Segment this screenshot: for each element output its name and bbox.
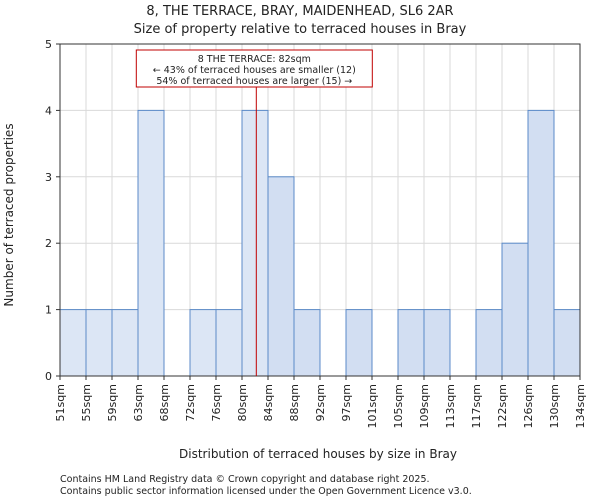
x-tick-label-126sqm: 126sqm [522, 384, 535, 428]
y-tick-label: 1 [45, 304, 52, 317]
x-tick-label-105sqm: 105sqm [392, 384, 405, 428]
bars [59, 109, 581, 377]
chart-title: 8, THE TERRACE, BRAY, MAIDENHEAD, SL6 2A… [146, 4, 453, 19]
footer-line-1: Contains HM Land Registry data © Crown c… [60, 474, 430, 485]
bar-88sqm [293, 309, 321, 377]
x-tick-label-109sqm: 109sqm [418, 384, 431, 428]
x-tick-label-84sqm: 84sqm [262, 384, 275, 421]
x-tick-label-122sqm: 122sqm [496, 384, 509, 428]
bar-130sqm [553, 309, 581, 377]
x-tick-label-68sqm: 68sqm [158, 384, 171, 421]
y-tick-label: 5 [45, 38, 52, 51]
y-axis-label: Number of terraced properties [2, 123, 16, 306]
x-tick-label-92sqm: 92sqm [314, 384, 327, 421]
bar-84sqm [267, 176, 295, 377]
bar-51sqm [59, 309, 87, 377]
footer-line-2: Contains public sector information licen… [60, 486, 472, 497]
bar-80sqm [241, 109, 269, 377]
bar-126sqm [527, 109, 555, 377]
x-tick-label-59sqm: 59sqm [106, 384, 119, 421]
bar-117sqm [475, 309, 503, 377]
bar-72sqm [189, 309, 217, 377]
y-tick-label: 2 [45, 237, 52, 250]
x-axis-label: Distribution of terraced houses by size … [179, 447, 457, 461]
x-tick-label-55sqm: 55sqm [80, 384, 93, 421]
x-tick-label-101sqm: 101sqm [366, 384, 379, 428]
annotation-title: 8 THE TERRACE: 82sqm [198, 54, 311, 65]
bar-122sqm [501, 242, 529, 377]
x-tick-label-63sqm: 63sqm [132, 384, 145, 421]
y-tick-label: 3 [45, 171, 52, 184]
bar-97sqm [345, 309, 373, 377]
x-tick-label-88sqm: 88sqm [288, 384, 301, 421]
x-axis-ticks: 51sqm 55sqm 59sqm 63sqm 68sqm 72sqm 76sqm 80sqm… [54, 376, 587, 428]
bar-59sqm [111, 309, 139, 377]
x-tick-label-72sqm: 72sqm [184, 384, 197, 421]
x-tick-label-76sqm: 76sqm [210, 384, 223, 421]
bar-63sqm [137, 109, 165, 377]
y-tick-label: 4 [45, 104, 52, 117]
annotation-box [135, 49, 373, 88]
bar-109sqm [423, 309, 451, 377]
annotation-larger: 54% of terraced houses are larger (15) → [156, 76, 352, 87]
x-tick-label-117sqm: 117sqm [470, 384, 483, 428]
chart-subtitle: Size of property relative to terraced ho… [134, 22, 467, 37]
bar-76sqm [215, 309, 243, 377]
annotation-smaller: ← 43% of terraced houses are smaller (12… [153, 65, 356, 76]
x-tick-label-113sqm: 113sqm [444, 384, 457, 428]
x-tick-label-51sqm: 51sqm [54, 384, 67, 421]
x-tick-label-130sqm: 130sqm [548, 384, 561, 428]
bar-55sqm [85, 309, 113, 377]
y-axis-ticks: 0 1 2 3 4 5 [45, 38, 60, 383]
x-tick-label-97sqm: 97sqm [340, 384, 353, 421]
x-tick-label-80sqm: 80sqm [236, 384, 249, 421]
x-tick-label-134sqm: 134sqm [574, 384, 587, 428]
bar-105sqm [397, 309, 425, 377]
y-tick-label: 0 [45, 370, 52, 383]
